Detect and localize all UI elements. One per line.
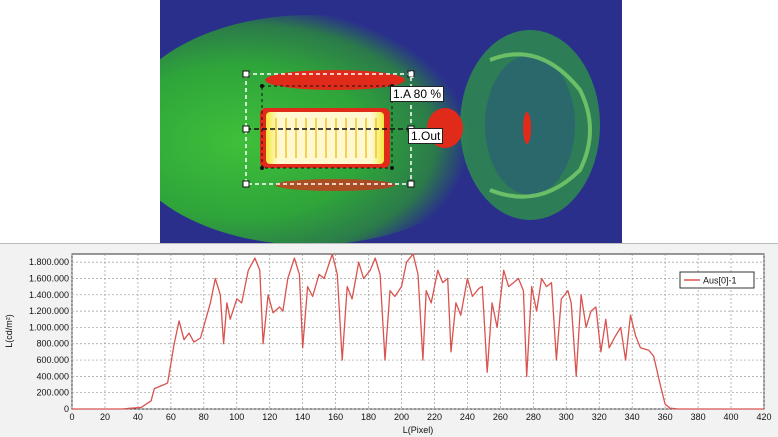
x-tick-label: 140 [295,412,310,422]
y-tick-label: 600.000 [36,355,69,365]
x-tick-label: 260 [493,412,508,422]
luminance-profile-chart: 0 200.000 400.000 600.000 800.000 1.000.000 1.… [0,243,778,437]
x-tick-label: 300 [559,412,574,422]
x-tick-label: 280 [526,412,541,422]
x-tick-label: 220 [427,412,442,422]
y-tick-label: 1.200.000 [29,306,69,316]
x-tick-label: 160 [328,412,343,422]
y-tick-label: 0 [64,404,69,414]
thermal-image-graphic [160,0,622,243]
y-tick-label: 1.800.000 [29,257,69,267]
x-tick-label: 340 [625,412,640,422]
series-group [72,253,764,410]
grid-lines [71,254,765,410]
x-tick-label: 240 [460,412,475,422]
legend: Aus[0]-1 [679,271,755,289]
y-tick-label: 200.000 [36,388,69,398]
chart-svg: 0 200.000 400.000 600.000 800.000 1.000.000 1.… [4,253,772,435]
x-axis-label: L(Pixel) [403,425,434,435]
x-tick-labels: 0 20 40 60 80 100 120 140 160 180 200 220 240 260 280 3… [69,412,771,422]
thermal-luminance-image: 1 1.A 80 % 1.Out [160,0,622,243]
x-tick-label: 200 [394,412,409,422]
roi-area-label: 1.A 80 % [390,86,445,102]
y-axis-label: L(cd/m²) [4,314,14,348]
y-tick-label: 1.600.000 [29,273,69,283]
x-tick-label: 60 [166,412,176,422]
roi-line-label: 1.Out [408,128,444,144]
x-tick-label: 120 [262,412,277,422]
roi-inner-box [261,85,393,169]
x-tick-label: 100 [229,412,244,422]
x-tick-label: 20 [100,412,110,422]
x-tick-label: 40 [133,412,143,422]
x-tick-label: 80 [199,412,209,422]
y-tick-labels: 0 200.000 400.000 600.000 800.000 1.000.000 1.… [29,257,69,414]
x-tick-label: 320 [592,412,607,422]
y-tick-label: 1.400.000 [29,290,69,300]
x-tick-label: 180 [361,412,376,422]
y-tick-label: 1.000.000 [29,322,69,332]
legend-box [679,271,755,289]
reflection-top [265,70,405,90]
y-tick-label: 400.000 [36,371,69,381]
roi-marker-label: 1 [409,70,415,81]
x-tick-label: 0 [69,412,74,422]
x-tick-label: 400 [724,412,739,422]
x-tick-label: 420 [756,412,771,422]
x-tick-label: 360 [658,412,673,422]
y-tick-label: 800.000 [36,339,69,349]
legend-label: Aus[0]-1 [703,276,737,286]
series-line [72,253,764,410]
x-tick-label: 380 [691,412,706,422]
